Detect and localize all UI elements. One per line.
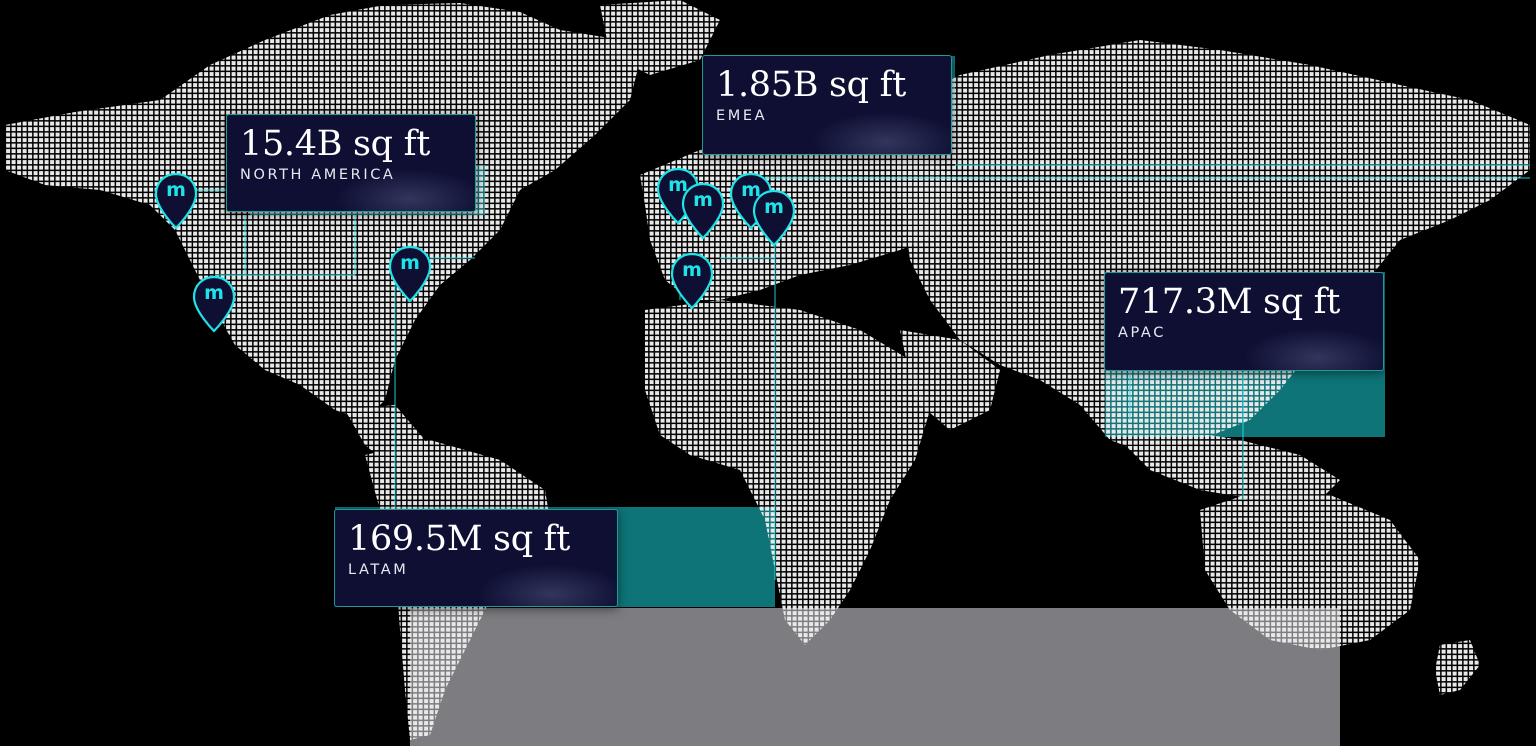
map-pin-icon[interactable]: m (154, 172, 198, 230)
stat-card-apac: 717.3M sq ft APAC (1104, 272, 1384, 371)
landmass-australia (1200, 490, 1420, 650)
map-pin-icon[interactable]: m (752, 189, 796, 247)
stat-value: 15.4B sq ft (240, 124, 430, 164)
pin-letter: m (166, 179, 186, 201)
stat-region: APAC (1118, 325, 1166, 341)
grey-block-south (410, 608, 1340, 746)
pin-letter: m (668, 174, 688, 196)
map-pin-icon[interactable]: m (388, 245, 432, 303)
pin-letter: m (764, 196, 784, 218)
stat-card-emea: 1.85B sq ft EMEA (702, 55, 952, 155)
map-pin-icon[interactable]: m (681, 182, 725, 240)
stat-region: EMEA (716, 108, 768, 124)
landmass-africa (645, 300, 930, 645)
pin-letter: m (204, 282, 224, 304)
stat-value: 1.85B sq ft (716, 65, 906, 105)
map-pin-icon[interactable]: m (192, 275, 236, 333)
stat-region: NORTH AMERICA (240, 167, 396, 183)
landmass-greenland (600, 0, 720, 75)
pin-letter: m (741, 179, 761, 201)
pin-letter: m (682, 259, 702, 281)
stat-value: 717.3M sq ft (1118, 282, 1341, 322)
stat-card-latam: 169.5M sq ft LATAM (334, 509, 618, 607)
landmass-new-zealand (1435, 640, 1480, 695)
landmass-arabia (900, 330, 1000, 430)
map-pin-icon[interactable]: m (670, 252, 714, 310)
landmass-europe (640, 140, 960, 300)
landmass-se-asia (1120, 430, 1340, 500)
pin-letter: m (400, 252, 420, 274)
stat-value: 169.5M sq ft (348, 519, 571, 559)
landmass-asia (890, 40, 1530, 455)
pin-letter: m (693, 189, 713, 211)
stat-card-north-america: 15.4B sq ft NORTH AMERICA (226, 114, 476, 212)
connector-lines (178, 164, 1530, 580)
stat-region: LATAM (348, 562, 409, 578)
